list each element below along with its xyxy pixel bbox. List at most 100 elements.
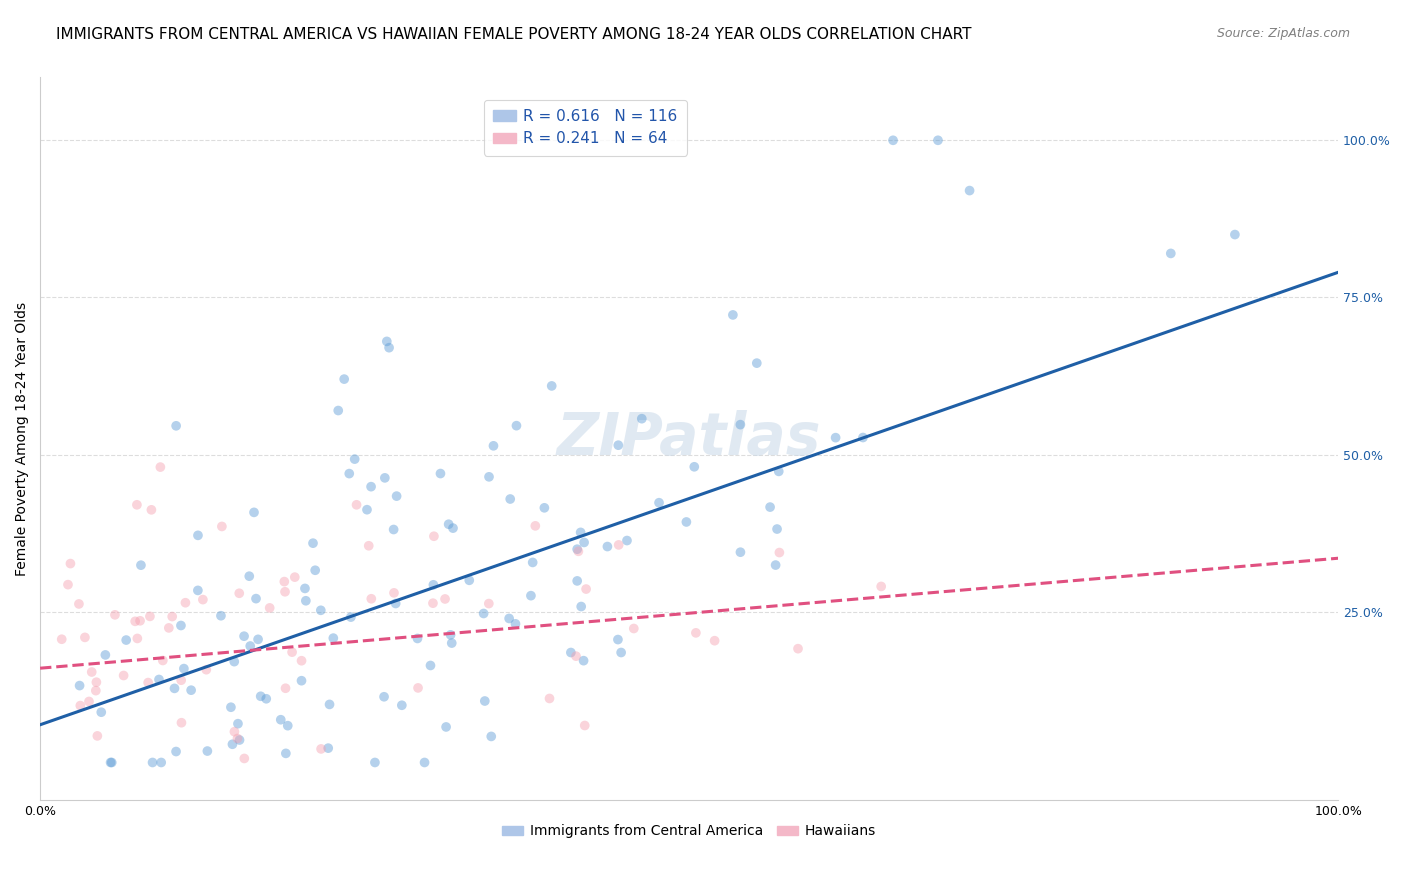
Point bbox=[149, 460, 172, 475]
Point bbox=[498, 611, 520, 625]
Point bbox=[309, 603, 332, 617]
Point bbox=[596, 540, 619, 554]
Point bbox=[572, 654, 595, 668]
Point bbox=[270, 713, 292, 727]
Point bbox=[565, 649, 588, 664]
Point bbox=[226, 716, 249, 731]
Point bbox=[239, 639, 262, 653]
Point bbox=[721, 308, 744, 322]
Point bbox=[505, 418, 527, 433]
Point bbox=[575, 582, 598, 596]
Point bbox=[100, 756, 122, 770]
Point bbox=[290, 673, 312, 688]
Point bbox=[569, 525, 592, 540]
Point bbox=[150, 756, 173, 770]
Point bbox=[374, 471, 396, 485]
Point bbox=[274, 747, 297, 761]
Point bbox=[766, 522, 789, 536]
Point bbox=[302, 536, 325, 550]
Point bbox=[340, 610, 363, 624]
Point bbox=[165, 745, 187, 759]
Legend: Immigrants from Central America, Hawaiians: Immigrants from Central America, Hawaiia… bbox=[496, 819, 882, 844]
Point bbox=[80, 665, 103, 679]
Point bbox=[768, 464, 790, 478]
Point bbox=[927, 133, 949, 147]
Point bbox=[273, 574, 295, 589]
Point bbox=[173, 662, 195, 676]
Point bbox=[170, 618, 193, 632]
Point bbox=[745, 356, 768, 370]
Point bbox=[422, 596, 444, 610]
Point bbox=[607, 538, 630, 552]
Point bbox=[422, 578, 444, 592]
Point bbox=[187, 583, 209, 598]
Point bbox=[384, 597, 406, 611]
Point bbox=[170, 673, 193, 688]
Point bbox=[94, 648, 117, 662]
Point bbox=[882, 133, 904, 147]
Point bbox=[219, 700, 242, 714]
Point bbox=[360, 591, 382, 606]
Point bbox=[1223, 227, 1246, 242]
Point bbox=[170, 715, 193, 730]
Point bbox=[360, 480, 382, 494]
Point bbox=[316, 741, 339, 756]
Point bbox=[180, 683, 202, 698]
Point bbox=[378, 341, 401, 355]
Point bbox=[524, 519, 547, 533]
Point bbox=[112, 668, 135, 682]
Point bbox=[648, 496, 671, 510]
Point bbox=[211, 519, 233, 533]
Point bbox=[391, 698, 413, 713]
Point bbox=[730, 545, 752, 559]
Point bbox=[569, 599, 592, 614]
Point bbox=[560, 646, 582, 660]
Point bbox=[115, 633, 138, 648]
Point bbox=[84, 683, 107, 698]
Point bbox=[129, 558, 152, 573]
Point bbox=[228, 586, 250, 600]
Point bbox=[533, 500, 555, 515]
Point bbox=[277, 719, 299, 733]
Point bbox=[281, 645, 304, 659]
Point bbox=[623, 622, 645, 636]
Point bbox=[759, 500, 782, 514]
Point bbox=[249, 690, 271, 704]
Point bbox=[233, 751, 256, 765]
Point bbox=[152, 653, 174, 667]
Point bbox=[247, 632, 270, 647]
Point bbox=[439, 628, 461, 642]
Point bbox=[787, 641, 810, 656]
Point bbox=[572, 535, 595, 549]
Point bbox=[382, 586, 405, 600]
Point bbox=[191, 592, 214, 607]
Point bbox=[221, 737, 243, 751]
Point bbox=[318, 698, 340, 712]
Point bbox=[630, 411, 652, 425]
Point bbox=[322, 631, 344, 645]
Point bbox=[505, 616, 527, 631]
Text: ZIPatlas: ZIPatlas bbox=[557, 410, 821, 467]
Point bbox=[959, 184, 981, 198]
Point bbox=[574, 718, 596, 732]
Point bbox=[67, 597, 90, 611]
Point bbox=[125, 498, 148, 512]
Point bbox=[382, 523, 405, 537]
Point bbox=[478, 470, 501, 484]
Point bbox=[195, 663, 218, 677]
Point bbox=[423, 529, 446, 543]
Point bbox=[77, 694, 100, 708]
Point bbox=[567, 544, 589, 558]
Point bbox=[346, 498, 368, 512]
Point bbox=[69, 679, 91, 693]
Point bbox=[482, 439, 505, 453]
Point bbox=[290, 654, 312, 668]
Text: IMMIGRANTS FROM CENTRAL AMERICA VS HAWAIIAN FEMALE POVERTY AMONG 18-24 YEAR OLDS: IMMIGRANTS FROM CENTRAL AMERICA VS HAWAI… bbox=[56, 27, 972, 42]
Point bbox=[538, 691, 561, 706]
Point bbox=[441, 521, 464, 535]
Point bbox=[226, 731, 249, 746]
Point bbox=[610, 646, 633, 660]
Point bbox=[224, 655, 246, 669]
Point bbox=[1160, 246, 1182, 260]
Point bbox=[472, 607, 495, 621]
